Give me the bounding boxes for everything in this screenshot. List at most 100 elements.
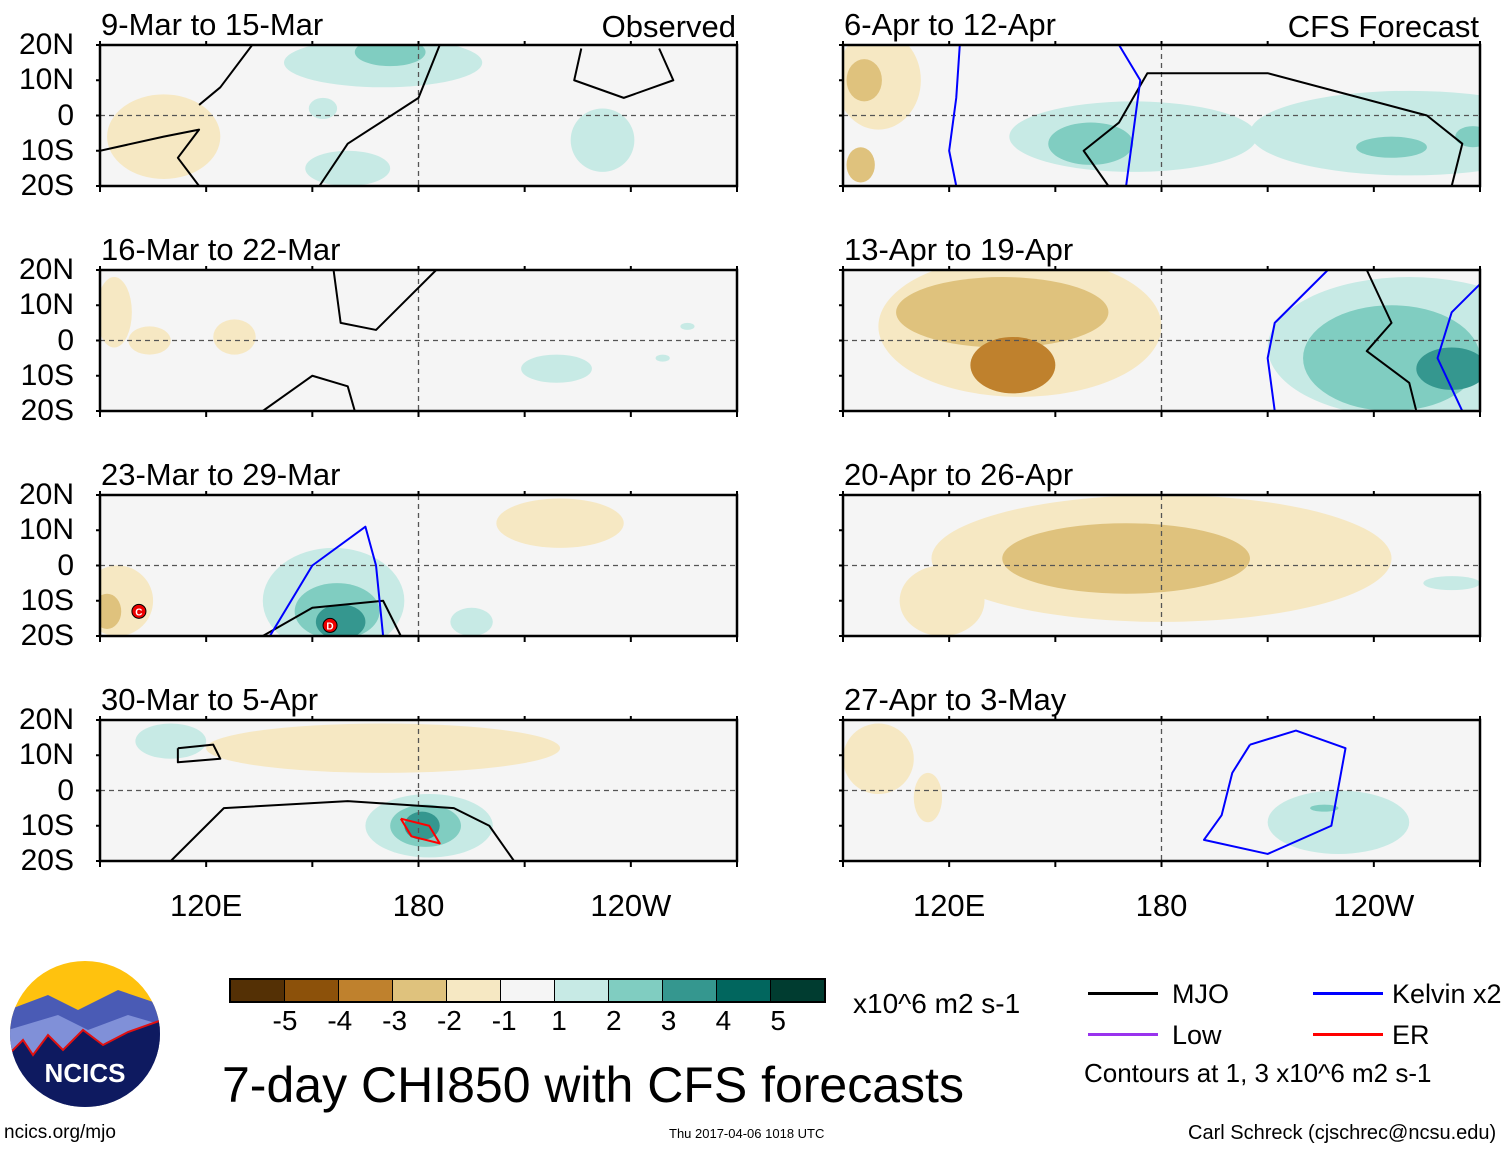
legend-low: Low <box>1172 1020 1222 1050</box>
colorbar-label: -4 <box>327 1005 353 1036</box>
lat-label: 10S <box>20 133 74 167</box>
lat-label: 20N <box>18 253 74 286</box>
colorbar-swatch <box>717 980 771 1001</box>
anomaly-shading <box>315 604 366 636</box>
figure-title: 7-day CHI850 with CFS forecasts <box>222 1057 964 1113</box>
panel-title: 9-Mar to 15-Mar <box>101 7 324 42</box>
colorbar-label: -1 <box>491 1005 517 1036</box>
anomaly-shading <box>100 277 132 348</box>
lon-label: 180 <box>392 888 445 923</box>
panel-title: 6-Apr to 12-Apr <box>844 7 1056 42</box>
kelvin-contour <box>1266 270 1329 411</box>
ncics-logo: NCICS <box>10 961 160 1107</box>
panel-title: 23-Mar to 29-Mar <box>101 457 341 492</box>
panel-title: 20-Apr to 26-Apr <box>844 457 1074 492</box>
colorbar <box>229 978 826 1003</box>
lat-label: 20N <box>18 28 74 61</box>
panel-title: 27-Apr to 3-May <box>844 682 1067 717</box>
lat-label: 20S <box>20 169 74 202</box>
map-panel <box>839 266 1482 417</box>
map-panel <box>96 716 739 867</box>
anomaly-shading <box>1423 576 1480 591</box>
svg-text:NCICS: NCICS <box>45 1058 126 1088</box>
panel-title: 13-Apr to 19-Apr <box>844 232 1074 267</box>
anomaly-shading <box>680 322 695 330</box>
anomaly-shading <box>100 593 122 629</box>
colorbar-swatch <box>339 980 393 1001</box>
kelvin-contour <box>948 45 961 186</box>
mjo-contour <box>170 800 515 861</box>
kelvin-contour <box>1118 45 1142 186</box>
lat-label: 0 <box>57 548 74 582</box>
mjo-contour <box>262 374 356 411</box>
colorbar-units: x10^6 m2 s-1 <box>853 988 1021 1019</box>
map-panels: CD <box>96 41 1510 867</box>
anomaly-shading <box>1002 523 1250 594</box>
mjo-contour <box>198 45 253 106</box>
lat-label: 10S <box>20 358 74 392</box>
legend-mjo-line <box>1088 992 1158 995</box>
colorbar-swatch <box>285 980 339 1001</box>
colorbar-swatch <box>231 980 285 1001</box>
colorbar-swatch <box>771 980 824 1001</box>
map-panel <box>839 716 1510 867</box>
anomaly-shading <box>354 45 426 67</box>
lon-label: 120W <box>590 888 672 923</box>
lat-label: 20N <box>18 478 74 511</box>
colorbar-swatch <box>663 980 717 1001</box>
colorbar-swatch <box>447 980 501 1001</box>
svg-text:C: C <box>135 607 142 618</box>
lon-label: 120E <box>912 888 986 923</box>
lon-label: 180 <box>1135 888 1188 923</box>
colorbar-label: -3 <box>382 1005 408 1036</box>
lat-label: 20S <box>20 394 74 427</box>
footer-author: Carl Schreck (cjschrec@ncsu.edu) <box>1188 1122 1497 1144</box>
anomaly-shading <box>1250 90 1480 176</box>
footer-url[interactable]: ncics.org/mjo <box>4 1122 116 1143</box>
anomaly-shading <box>913 772 943 823</box>
lat-label: 10S <box>20 808 74 842</box>
anomaly-shading <box>1310 804 1339 812</box>
map-panel: CD <box>96 491 739 642</box>
map-panel <box>96 41 739 192</box>
mjo-contour <box>100 128 201 186</box>
colorbar-swatch <box>609 980 663 1001</box>
legend-low-line <box>1088 1033 1158 1036</box>
anomaly-shading <box>305 150 391 186</box>
anomaly-shading <box>213 319 256 355</box>
lat-label: 20S <box>20 844 74 877</box>
panel-title: 16-Mar to 22-Mar <box>101 232 341 267</box>
colorbar-label: 4 <box>715 1005 732 1036</box>
colorbar-swatch <box>393 980 447 1001</box>
mjo-contour <box>1082 72 1464 186</box>
map-panel <box>839 41 1482 192</box>
footer-timestamp: Thu 2017-04-06 1018 UTC <box>669 1126 825 1141</box>
anomaly-shading <box>450 607 493 636</box>
legend-kelvin-line <box>1313 992 1383 995</box>
cyclone-marker: D <box>322 617 338 633</box>
anomaly-shading <box>843 723 914 795</box>
cyclone-marker: C <box>131 603 147 619</box>
lat-label: 10N <box>18 63 74 97</box>
anomaly-shading <box>1505 724 1510 759</box>
anomaly-shading <box>206 723 561 773</box>
anomaly-shading <box>896 277 1109 348</box>
lat-label: 20N <box>18 703 74 736</box>
anomaly-shading <box>496 498 624 548</box>
lon-label: 120W <box>1333 888 1415 923</box>
svg-text:D: D <box>326 621 333 632</box>
anomaly-shading <box>404 811 440 840</box>
colorbar-swatch <box>501 980 555 1001</box>
colorbar-swatch <box>555 980 609 1001</box>
lat-label: 0 <box>57 98 74 132</box>
anomaly-shading <box>846 59 882 102</box>
lat-label: 0 <box>57 323 74 357</box>
anomaly-shading <box>1416 347 1480 390</box>
lon-label: 120E <box>169 888 243 923</box>
panel-tag: Observed <box>601 9 736 44</box>
anomaly-shading <box>970 336 1056 394</box>
kelvin-contour <box>1202 729 1347 855</box>
lat-label: 10S <box>20 583 74 617</box>
anomaly-shading <box>135 723 207 759</box>
legend-mjo: MJO <box>1172 979 1229 1009</box>
